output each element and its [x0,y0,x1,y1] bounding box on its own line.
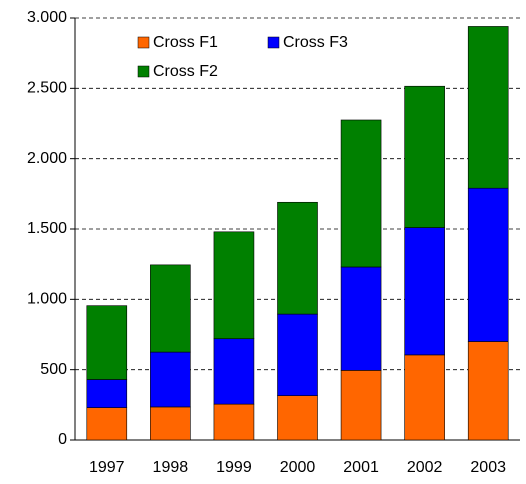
bar-segment [213,338,255,405]
bar-segment [213,231,255,340]
x-tick-label: 1998 [153,459,189,476]
bar-segment [467,26,509,189]
y-tick-label: 2.000 [27,150,67,167]
y-tick-label: 3.000 [27,9,67,26]
y-tick-label: 0 [58,431,67,448]
bar-segment [340,119,382,268]
bar-segment [340,370,382,441]
bar-segment [86,379,128,408]
legend-label: Cross F2 [153,63,218,80]
x-tick-label: 2001 [343,459,379,476]
x-tick-label: 2002 [407,459,443,476]
y-tick-label: 1.000 [27,291,67,308]
bar-segment [86,305,128,380]
bar-segment [467,187,509,342]
x-tick-label: 2003 [470,459,506,476]
bar-segment [150,264,191,353]
bar-segment [277,395,318,441]
bar-segment [277,201,318,315]
x-tick-label: 1999 [216,459,252,476]
bar-segment [86,407,128,441]
legend-label: Cross F1 [153,34,218,51]
legend-swatch [137,65,150,78]
bar-segment [213,403,255,441]
legend-label: Cross F3 [283,34,348,51]
legend-swatch [137,36,150,49]
x-tick-label: 1997 [89,459,125,476]
bar-segment [467,341,509,441]
y-tick-label: 1.500 [27,220,67,237]
bar-segment [150,351,191,408]
bar-segment [277,313,318,396]
bar-segment [150,406,191,441]
bar-segment [404,227,445,356]
legend-swatch [267,36,280,49]
y-tick-label: 500 [40,361,67,378]
bar-segment [404,85,445,228]
y-tick-label: 2.500 [27,80,67,97]
bar-segment [404,354,445,441]
x-tick-label: 2000 [280,459,316,476]
bar-segment [340,266,382,371]
